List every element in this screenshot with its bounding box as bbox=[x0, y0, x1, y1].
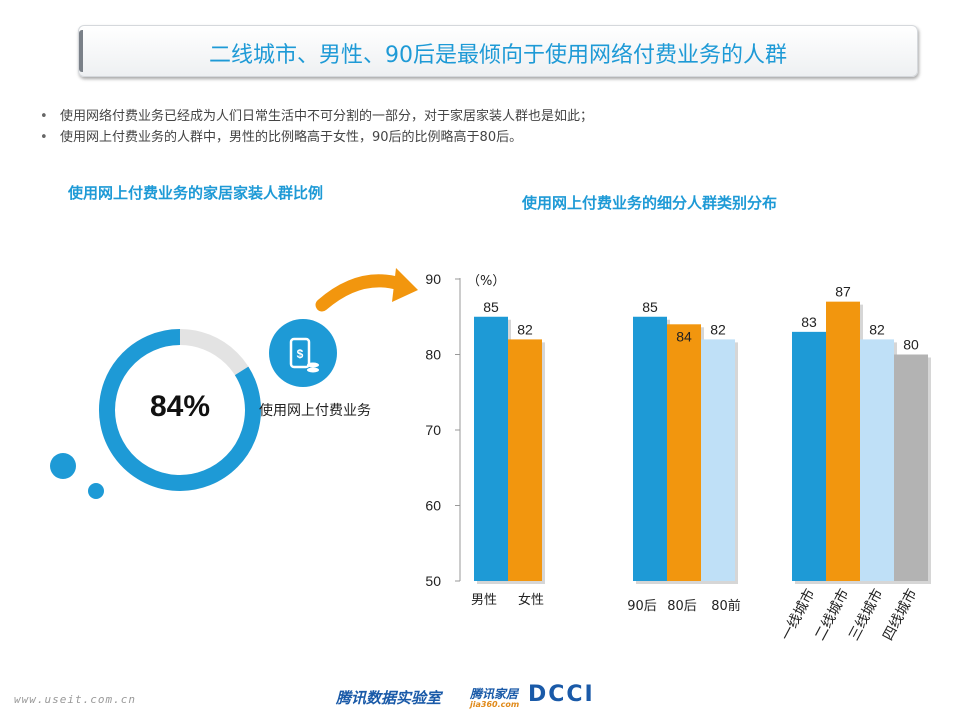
mobile-payment-icon: $ bbox=[269, 319, 337, 387]
y-tick-label: 70 bbox=[425, 422, 441, 438]
data-label: 82 bbox=[869, 321, 885, 337]
title-bar: 二线城市、男性、90后是最倾向于使用网络付费业务的人群 bbox=[78, 25, 918, 77]
bar bbox=[792, 331, 826, 581]
chart-subtitle: 使用网上付费业务的细分人群类别分布 bbox=[522, 194, 778, 212]
decor-dot-small bbox=[88, 483, 104, 499]
footer-home-logo: 腾讯家居 jia360.com bbox=[470, 685, 519, 709]
x-category-label: 女性 bbox=[518, 592, 544, 608]
x-category-label: 90后 bbox=[627, 599, 657, 614]
x-category-label: 80前 bbox=[711, 598, 741, 614]
y-tick-label: 90 bbox=[425, 271, 441, 287]
x-category-label: 80后 bbox=[667, 599, 697, 614]
title-accent bbox=[79, 30, 83, 72]
bar bbox=[474, 316, 508, 581]
data-label: 87 bbox=[835, 284, 851, 300]
footer-home-sub: jia360.com bbox=[470, 700, 520, 709]
arrow-curve bbox=[315, 274, 407, 312]
bullet-text: 使用网上付费业务的人群中，男性的比例略高于女性，90后的比例略高于80后。 bbox=[60, 130, 523, 145]
footer-lab-logo: 腾讯数据实验室 bbox=[336, 689, 442, 707]
arrow-head bbox=[392, 268, 418, 302]
bar bbox=[860, 339, 894, 581]
bullet-item: • 使用网络付费业务已经成为人们日常生活中不可分割的一部分，对于家居家装人群也是如… bbox=[40, 106, 593, 127]
donut-label: 使用网上付费业务 bbox=[259, 403, 371, 419]
y-tick-label: 80 bbox=[425, 347, 441, 363]
data-label: 84 bbox=[676, 328, 692, 344]
data-label: 82 bbox=[517, 321, 533, 337]
bar bbox=[894, 354, 928, 581]
bar bbox=[633, 316, 667, 581]
y-tick-label: 60 bbox=[425, 498, 441, 514]
bar bbox=[508, 339, 542, 581]
y-tick-label: 50 bbox=[425, 573, 441, 589]
footer-home-name: 腾讯家居 bbox=[470, 687, 519, 701]
donut-subtitle: 使用网上付费业务的家居家装人群比例 bbox=[68, 184, 324, 202]
data-label: 85 bbox=[483, 299, 499, 315]
bar bbox=[701, 339, 735, 581]
bullet-list: • 使用网络付费业务已经成为人们日常生活中不可分割的一部分，对于家居家装人群也是如… bbox=[40, 106, 593, 148]
data-label: 85 bbox=[642, 299, 658, 315]
bar bbox=[667, 324, 701, 581]
donut-arc bbox=[99, 329, 261, 491]
footer-site: www.useit.com.cn bbox=[14, 693, 136, 706]
data-label: 82 bbox=[710, 321, 726, 337]
y-axis-unit: （%） bbox=[467, 274, 505, 289]
decor-dot-large bbox=[50, 453, 76, 479]
donut-value: 84% bbox=[149, 390, 211, 423]
bullet-item: • 使用网上付费业务的人群中，男性的比例略高于女性，90后的比例略高于80后。 bbox=[40, 127, 593, 148]
x-category-label: 男性 bbox=[471, 593, 497, 608]
svg-text:$: $ bbox=[297, 347, 304, 361]
bullet-text: 使用网络付费业务已经成为人们日常生活中不可分割的一部分，对于家居家装人群也是如此… bbox=[60, 109, 594, 124]
page-title: 二线城市、男性、90后是最倾向于使用网络付费业务的人群 bbox=[209, 43, 787, 68]
bar bbox=[826, 301, 860, 581]
data-label: 80 bbox=[903, 337, 919, 353]
data-label: 83 bbox=[801, 314, 817, 330]
footer-dcci-logo: DCCI bbox=[528, 682, 595, 707]
